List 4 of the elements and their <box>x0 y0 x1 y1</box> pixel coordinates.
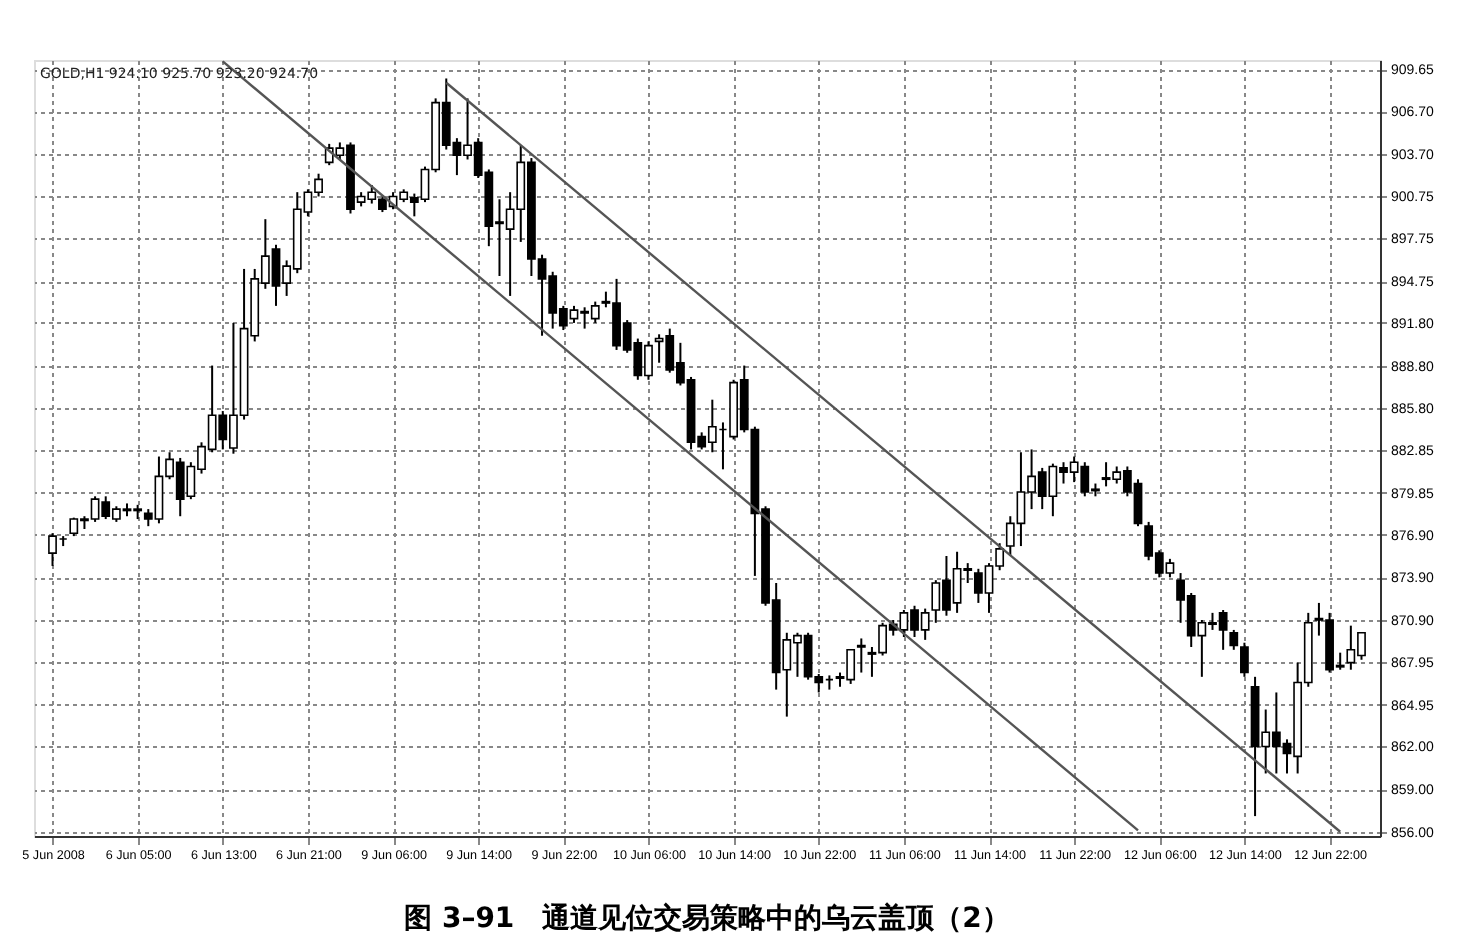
candlestick <box>856 637 866 674</box>
candlestick <box>1240 641 1249 678</box>
candlestick <box>1229 628 1239 651</box>
text: 图 3–91 通道见位交易策略中的乌云盖顶（2） <box>404 900 1010 935</box>
